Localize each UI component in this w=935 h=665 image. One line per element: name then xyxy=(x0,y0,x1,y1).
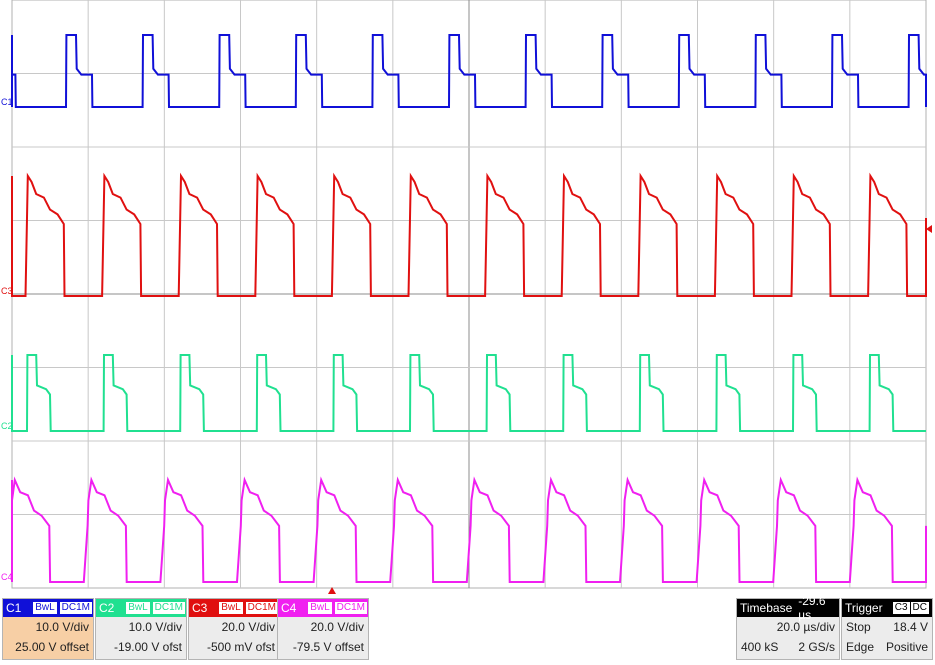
status-bar: C1 BwL DC1M 10.0 V/div 25.00 V offset C2… xyxy=(0,594,935,665)
waveform-display[interactable]: C1 C3 C2 C4 xyxy=(0,0,935,598)
channel-4-header: C4 BwL DC1M xyxy=(278,599,368,617)
channel-4-vdiv: 20.0 V/div xyxy=(310,620,364,634)
channel-4-bandwidth: BwL xyxy=(307,601,333,615)
channel-3-trace xyxy=(11,172,927,297)
timebase-tdiv: 20.0 µs/div xyxy=(776,620,835,634)
channel-1-bandwidth: BwL xyxy=(32,601,58,615)
trigger-source: C3 xyxy=(892,602,910,614)
channel-2-descriptor[interactable]: C2 BwL DC1M 10.0 V/div -19.00 V ofst xyxy=(95,598,187,660)
timebase-samples: 400 kS xyxy=(741,640,779,654)
timebase-delay: -29.6 µs xyxy=(798,594,826,622)
channel-2-coupling: DC1M xyxy=(151,601,186,615)
channel-2-vdiv: 10.0 V/div xyxy=(128,620,182,634)
trigger-level: 18.4 V xyxy=(893,620,928,634)
channel-2-bandwidth: BwL xyxy=(125,601,151,615)
waveform-grid: C1 C3 C2 C4 xyxy=(1,0,932,594)
channel-3-vdiv: 20.0 V/div xyxy=(221,620,275,634)
timebase-label: Timebase xyxy=(740,601,793,615)
channel-4-trace xyxy=(11,476,927,583)
channel-1-descriptor[interactable]: C1 BwL DC1M 10.0 V/div 25.00 V offset xyxy=(2,598,94,660)
channel-4-trace-label: C4 xyxy=(1,572,13,582)
channel-1-vdiv: 10.0 V/div xyxy=(35,620,89,634)
channel-2-name: C2 xyxy=(99,601,115,615)
channel-3-name: C3 xyxy=(192,601,208,615)
channel-4-name: C4 xyxy=(281,601,297,615)
trigger-slope: Positive xyxy=(885,640,928,654)
channel-2-trace-label: C2 xyxy=(1,421,13,431)
channel-1-offset: 25.00 V offset xyxy=(15,640,89,654)
channel-1-header: C1 BwL DC1M xyxy=(3,599,93,617)
channel-3-bandwidth: BwL xyxy=(218,601,244,615)
timebase-header: Timebase -29.6 µs xyxy=(737,594,839,622)
trigger-label: Trigger xyxy=(845,601,883,615)
trigger-mode: Stop xyxy=(846,620,871,634)
trigger-level-marker[interactable] xyxy=(926,225,932,233)
channel-4-coupling: DC1M xyxy=(333,601,368,615)
trigger-coupling: DC xyxy=(910,602,929,614)
channel-3-trace-label: C3 xyxy=(1,286,13,296)
channel-3-coupling: DC1M xyxy=(244,601,279,615)
trigger-position-marker[interactable] xyxy=(328,587,336,594)
trigger-header: Trigger C3 DC xyxy=(842,599,932,617)
channel-3-descriptor[interactable]: C3 BwL DC1M 20.0 V/div -500 mV ofst xyxy=(188,598,280,660)
trigger-type: Edge xyxy=(846,640,875,654)
timebase-descriptor[interactable]: Timebase -29.6 µs 20.0 µs/div 400 kS 2 G… xyxy=(736,594,840,660)
channel-3-header: C3 BwL DC1M xyxy=(189,599,279,617)
channel-1-name: C1 xyxy=(6,601,22,615)
channel-2-offset: -19.00 V ofst xyxy=(113,640,182,654)
channel-2-header: C2 BwL DC1M xyxy=(96,599,186,617)
trigger-descriptor[interactable]: Trigger C3 DC Stop 18.4 V Edge Positive xyxy=(841,598,933,660)
channel-1-trace xyxy=(11,34,927,108)
channel-1-coupling: DC1M xyxy=(58,601,93,615)
channel-3-offset: -500 mV ofst xyxy=(206,640,275,654)
channel-4-descriptor[interactable]: C4 BwL DC1M 20.0 V/div -79.5 V offset xyxy=(277,598,369,660)
channel-4-offset: -79.5 V offset xyxy=(292,640,364,654)
channel-1-trace-label: C1 xyxy=(1,97,13,107)
timebase-rate: 2 GS/s xyxy=(798,640,835,654)
channel-2-trace xyxy=(11,354,926,432)
